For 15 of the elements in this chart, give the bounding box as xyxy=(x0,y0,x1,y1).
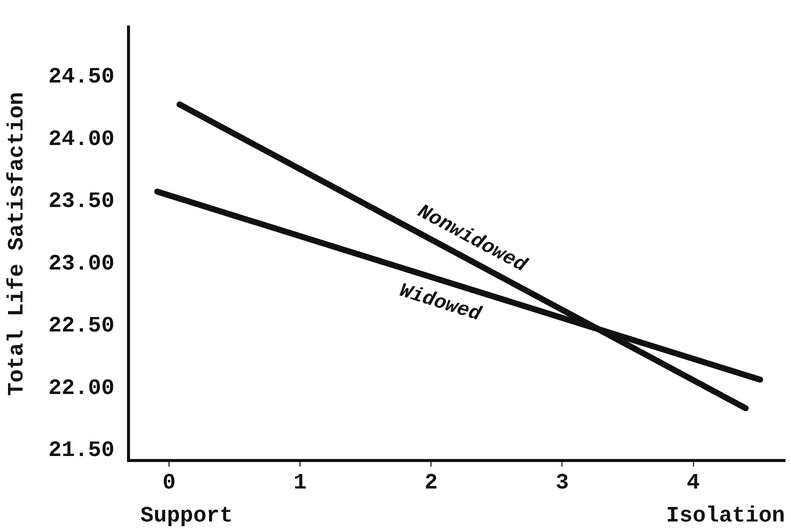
x-tick-label: 0 xyxy=(162,470,176,496)
y-tick-label: 24.00 xyxy=(48,126,114,152)
y-tick-label: 23.00 xyxy=(48,251,114,276)
x-tick-label: 1 xyxy=(293,470,307,496)
x-tick-label: 4 xyxy=(686,470,700,496)
text: Support xyxy=(140,504,233,529)
y-tick-label: 24.50 xyxy=(48,64,114,90)
y-tick-label: 21.50 xyxy=(48,438,114,464)
y-axis-title: Total Life Satisfaction xyxy=(4,92,30,396)
x-tick-label: 2 xyxy=(424,470,438,496)
y-tick-label: 22.00 xyxy=(48,376,114,401)
y-tick-label: 23.50 xyxy=(48,189,114,214)
text: Isolation xyxy=(666,504,785,529)
y-tick-label: 22.50 xyxy=(48,314,114,339)
x-tick-label: 3 xyxy=(556,470,569,496)
